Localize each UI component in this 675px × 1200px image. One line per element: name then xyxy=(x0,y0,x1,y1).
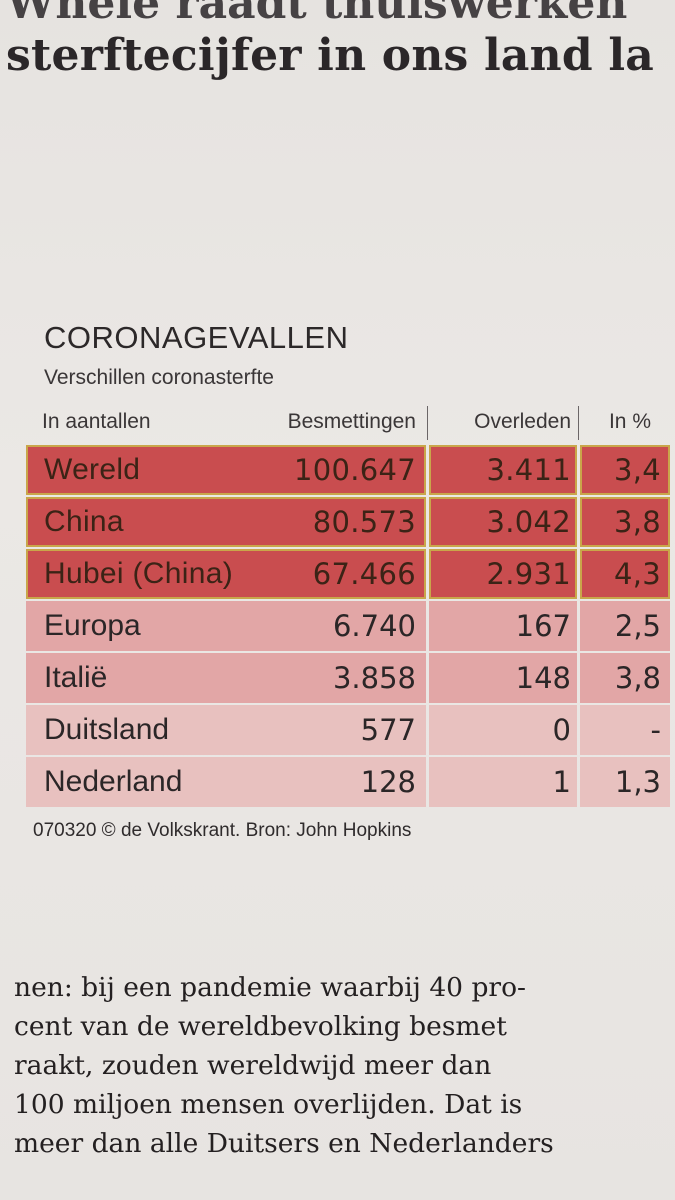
headline: sterftecijfer in ons land la xyxy=(6,30,654,81)
column-header-deaths: Overleden xyxy=(474,410,571,433)
data-table: Wereld 100.647 3.411 3,4 China 80.573 3.042 3,8… xyxy=(26,444,671,808)
row-infections: 100.647 xyxy=(293,453,416,487)
row-deaths: 3.411 xyxy=(486,453,571,487)
body-line: nen: bij een pandemie waarbij 40 pro- xyxy=(14,972,527,1003)
row-percent: 2,5 xyxy=(614,609,661,643)
row-deaths: 2.931 xyxy=(486,557,571,591)
cell-background xyxy=(26,601,426,651)
cell-background xyxy=(580,549,670,599)
table-row: Hubei (China) 67.466 2.931 4,3 xyxy=(26,548,671,600)
cell-background xyxy=(580,757,670,807)
row-name: Italië xyxy=(44,661,108,694)
row-percent: 4,3 xyxy=(613,557,661,591)
cell-background xyxy=(429,549,577,599)
cell-background xyxy=(26,757,426,807)
row-percent: 3,8 xyxy=(614,661,661,695)
body-line: meer dan alle Duitsers en Nederlanders xyxy=(14,1128,554,1159)
cell-background xyxy=(580,705,670,755)
corona-cases-graphic: CORONAGEVALLEN Verschillen coronasterfte… xyxy=(26,320,671,842)
cell-background xyxy=(26,705,426,755)
column-header-infections: Besmettingen xyxy=(287,410,416,433)
row-percent: 3,8 xyxy=(613,505,661,539)
cell-background xyxy=(580,445,670,495)
row-deaths: 3.042 xyxy=(486,505,571,539)
row-deaths: 148 xyxy=(515,661,571,695)
row-infections: 6.740 xyxy=(332,609,416,643)
cell-background xyxy=(26,497,426,547)
body-line: raakt, zouden wereldwijd meer dan xyxy=(14,1050,492,1081)
table-row: Nederland 128 1 1,3 xyxy=(26,756,671,808)
row-name: Hubei (China) xyxy=(44,557,233,590)
cell-background xyxy=(429,497,577,547)
article-body: nen: bij een pandemie waarbij 40 pro-cen… xyxy=(14,968,674,1163)
table-row: Wereld 100.647 3.411 3,4 xyxy=(26,444,671,496)
headline-fragment-top: Wnele raadt thuiswerken xyxy=(6,0,628,29)
column-header-unit: In aantallen xyxy=(42,410,151,433)
column-divider xyxy=(427,406,428,440)
cell-background xyxy=(429,757,577,807)
cell-background xyxy=(26,549,426,599)
table-row: Europa 6.740 167 2,5 xyxy=(26,600,671,652)
table-header: In aantallen Besmettingen Overleden In % xyxy=(26,398,671,444)
cell-background xyxy=(429,601,577,651)
row-name: Wereld xyxy=(44,453,141,486)
cell-background xyxy=(580,497,670,547)
row-deaths: 0 xyxy=(552,713,571,747)
cell-background xyxy=(26,653,426,703)
row-infections: 128 xyxy=(360,765,416,799)
cell-background xyxy=(429,705,577,755)
row-percent: 1,3 xyxy=(614,765,661,799)
row-name: Europa xyxy=(44,609,141,642)
row-infections: 3.858 xyxy=(332,661,416,695)
row-infections: 80.573 xyxy=(312,505,416,539)
cell-background xyxy=(429,445,577,495)
body-line: 100 miljoen mensen overlijden. Dat is xyxy=(14,1089,523,1120)
cell-background xyxy=(580,601,670,651)
row-percent: - xyxy=(650,713,661,747)
table-row: China 80.573 3.042 3,8 xyxy=(26,496,671,548)
column-divider xyxy=(578,406,579,440)
cell-background xyxy=(429,653,577,703)
row-infections: 577 xyxy=(360,713,416,747)
row-infections: 67.466 xyxy=(312,557,416,591)
row-deaths: 167 xyxy=(515,609,571,643)
graphic-title: CORONAGEVALLEN xyxy=(44,320,349,355)
cell-background xyxy=(580,653,670,703)
table-row: Duitsland 577 0 - xyxy=(26,704,671,756)
graphic-subtitle: Verschillen coronasterfte xyxy=(44,366,274,389)
row-name: China xyxy=(44,505,124,538)
source-credit: 070320 © de Volkskrant. Bron: John Hopki… xyxy=(33,820,412,841)
body-line: cent van de wereldbevolking besmet xyxy=(14,1011,507,1042)
row-name: Duitsland xyxy=(44,713,170,746)
row-percent: 3,4 xyxy=(613,453,661,487)
column-header-percent: In % xyxy=(608,410,651,433)
cell-background xyxy=(26,445,426,495)
row-deaths: 1 xyxy=(552,765,571,799)
row-name: Nederland xyxy=(44,765,183,798)
table-row: Italië 3.858 148 3,8 xyxy=(26,652,671,704)
